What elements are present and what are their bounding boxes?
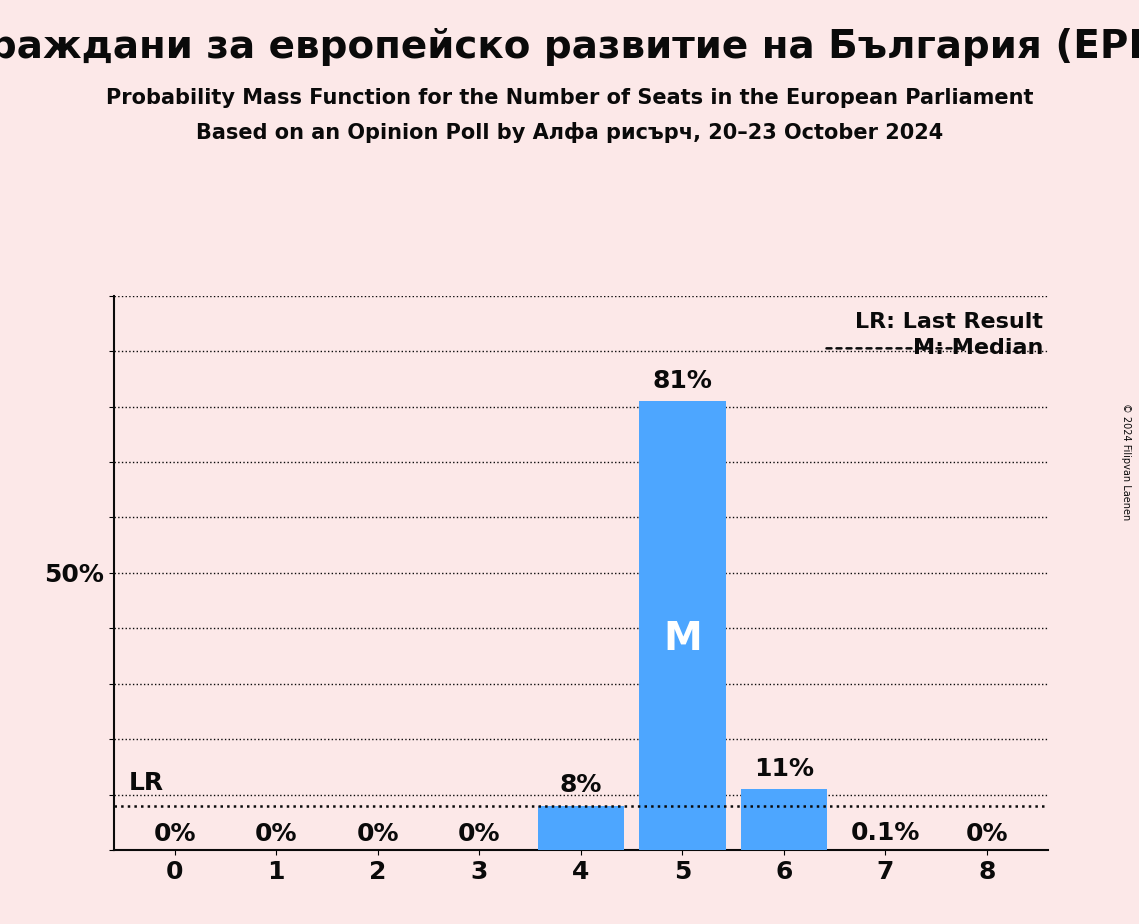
Text: 8%: 8% <box>559 773 603 797</box>
Text: LR: LR <box>129 771 164 795</box>
Text: LR: Last Result: LR: Last Result <box>855 312 1043 333</box>
Text: 0%: 0% <box>966 821 1008 845</box>
Bar <box>639 401 726 850</box>
Bar <box>740 789 827 850</box>
Text: Based on an Opinion Poll by Алфа рисърч, 20–23 October 2024: Based on an Opinion Poll by Алфа рисърч,… <box>196 122 943 143</box>
Text: 81%: 81% <box>653 369 712 393</box>
Text: 0%: 0% <box>458 821 501 845</box>
Text: 0%: 0% <box>154 821 196 845</box>
Text: M: Median: M: Median <box>912 338 1043 359</box>
Text: 11%: 11% <box>754 757 814 781</box>
Text: 0%: 0% <box>357 821 399 845</box>
Text: M: M <box>663 620 702 658</box>
Text: Probability Mass Function for the Number of Seats in the European Parliament: Probability Mass Function for the Number… <box>106 88 1033 108</box>
Text: © 2024 Filipvan Laenen: © 2024 Filipvan Laenen <box>1121 404 1131 520</box>
Text: 0.1%: 0.1% <box>851 821 920 845</box>
Text: 0%: 0% <box>255 821 297 845</box>
Text: Граждани за европейско развитие на България (ЕРР): Граждани за европейско развитие на Бълга… <box>0 28 1139 66</box>
Bar <box>538 806 624 850</box>
